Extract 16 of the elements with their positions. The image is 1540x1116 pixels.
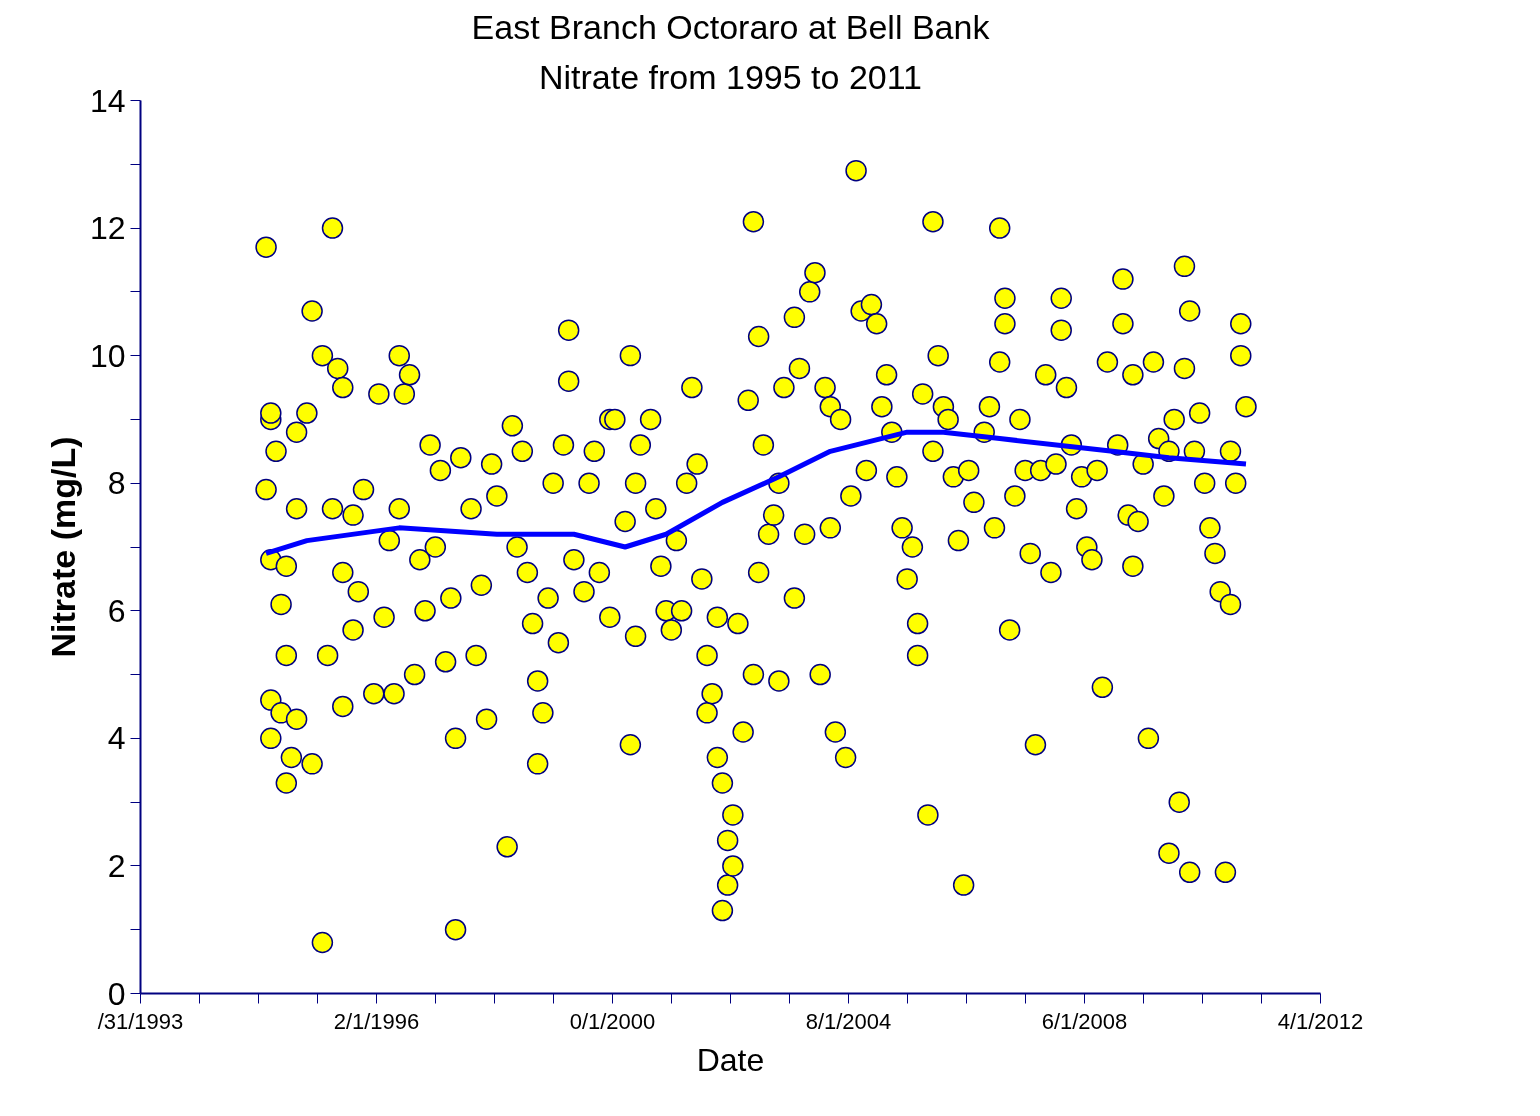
x-tick-label: 0/1/2000 [569,1008,656,1034]
y-tick-label: 10 [89,337,126,374]
y-tick-label: 14 [89,82,126,119]
chart-subtitle: Nitrate from 1995 to 2011 [538,57,923,96]
y-axis-title: Nitrate (mg/L) [43,436,82,658]
y-tick-label: 6 [107,592,126,629]
chart-title: East Branch Octoraro at Bell Bank [471,7,991,46]
y-tick-label: 2 [107,847,126,884]
x-axis-title: Date [696,1041,765,1078]
y-tick-label: 8 [107,465,126,502]
x-tick-label: 8/1/2004 [805,1008,892,1034]
y-tick-label: 4 [107,720,126,757]
y-tick-label: 12 [89,210,126,247]
x-tick-label: 6/1/2008 [1041,1008,1128,1034]
x-tick-label: 2/1/1996 [333,1008,420,1034]
x-tick-label: 4/1/2012 [1277,1008,1364,1034]
